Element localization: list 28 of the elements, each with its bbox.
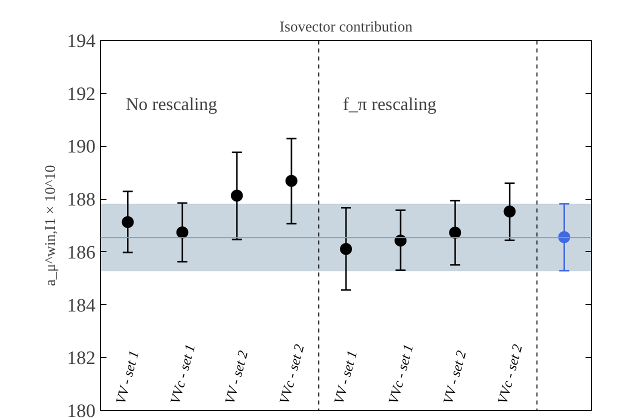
x-tick-label: VVc - set 1	[386, 342, 417, 406]
point	[449, 226, 462, 239]
y-tick-label: 184	[67, 295, 96, 316]
y-axis-title: a_μ^win,I1 × 10^10	[43, 165, 59, 286]
y-tick-label: 188	[67, 190, 96, 211]
x-tick-label: VV - set 2	[441, 349, 470, 406]
y-tick-label: 192	[67, 84, 96, 105]
annotation: No rescaling	[126, 94, 218, 114]
point	[176, 226, 188, 238]
point	[285, 174, 298, 187]
x-tick-label: VVc - set 1	[168, 342, 199, 406]
point	[230, 190, 243, 202]
y-tick-label: 186	[67, 242, 96, 264]
y-tick-label: 194	[67, 31, 96, 52]
chart-title: Isovector contribution	[280, 20, 413, 36]
x-tick-label: VV - set 1	[114, 349, 143, 406]
point	[340, 243, 352, 256]
x-tick-label: VV - set 2	[223, 349, 252, 406]
x-tick-label: VVc - set 2	[496, 342, 526, 406]
y-tick-label: 190	[67, 136, 96, 158]
point	[122, 216, 134, 228]
annotation: f_π rescaling	[342, 94, 436, 114]
y-tick-label: 180	[67, 401, 96, 418]
y-tick-label: 182	[67, 348, 96, 370]
point	[394, 234, 407, 247]
point	[504, 206, 516, 218]
x-tick-label: VV - set 1	[332, 349, 361, 406]
x-tick-label: VVc - set 2	[278, 342, 308, 406]
